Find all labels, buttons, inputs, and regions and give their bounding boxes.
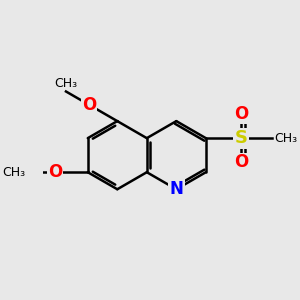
Text: S: S	[235, 129, 248, 147]
Text: O: O	[234, 105, 248, 123]
Text: O: O	[82, 96, 96, 114]
Text: N: N	[169, 180, 183, 198]
Text: CH₃: CH₃	[274, 132, 297, 145]
Text: CH₃: CH₃	[2, 166, 26, 179]
Text: O: O	[234, 153, 248, 171]
Text: O: O	[48, 163, 62, 181]
Text: CH₃: CH₃	[54, 77, 77, 90]
